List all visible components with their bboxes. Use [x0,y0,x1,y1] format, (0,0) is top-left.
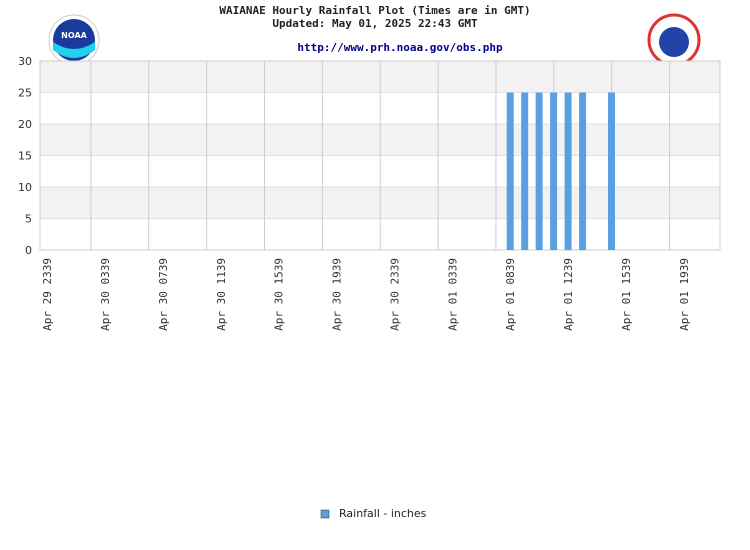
link[interactable]: http://www.prh.noaa.gov/obs.php [297,41,503,54]
x-tick-label: Apr 01 1239 [562,258,575,331]
svg-text:NOAA: NOAA [61,31,87,40]
bar [535,92,543,250]
legend-swatch [320,509,330,519]
chart-title: WAIANAE Hourly Rainfall Plot (Times are … [219,4,530,17]
nws-logo [647,13,701,67]
x-tick-label: Apr 01 1939 [678,258,691,331]
x-tick-label: Apr 30 0339 [99,258,112,331]
bar [506,92,514,250]
y-tick-label: 25 [18,87,32,100]
x-tick-label: Apr 30 0739 [157,258,170,331]
bar [564,92,572,250]
plot-frame [39,60,721,251]
bar [579,92,587,250]
y-tick-label: 20 [18,118,32,131]
y-tick-label: 15 [18,150,32,163]
y-tick-label: 10 [18,181,32,194]
y-tick-label: 5 [25,213,32,226]
y-tick-label: 0 [25,244,32,257]
x-tick-label: Apr 30 1139 [215,258,228,331]
bar [550,92,558,250]
y-tick-label: 30 [18,55,32,68]
chart-subtitle: Updated: May 01, 2025 22:43 GMT [272,17,478,30]
x-tick-label: Apr 30 1939 [331,258,344,331]
legend-label: Rainfall - inches [339,507,427,520]
x-tick-label: Apr 30 1539 [273,258,286,331]
x-tick-label: Apr 29 2339 [41,258,54,331]
bar [521,92,529,250]
x-tick-label: Apr 01 0839 [504,258,517,331]
x-tick-label: Apr 01 1539 [620,258,633,331]
x-tick-label: Apr 01 0339 [446,258,459,331]
x-tick-label: Apr 30 2339 [388,258,401,331]
noaa-logo: NOAA [48,14,100,66]
bar [607,92,615,250]
